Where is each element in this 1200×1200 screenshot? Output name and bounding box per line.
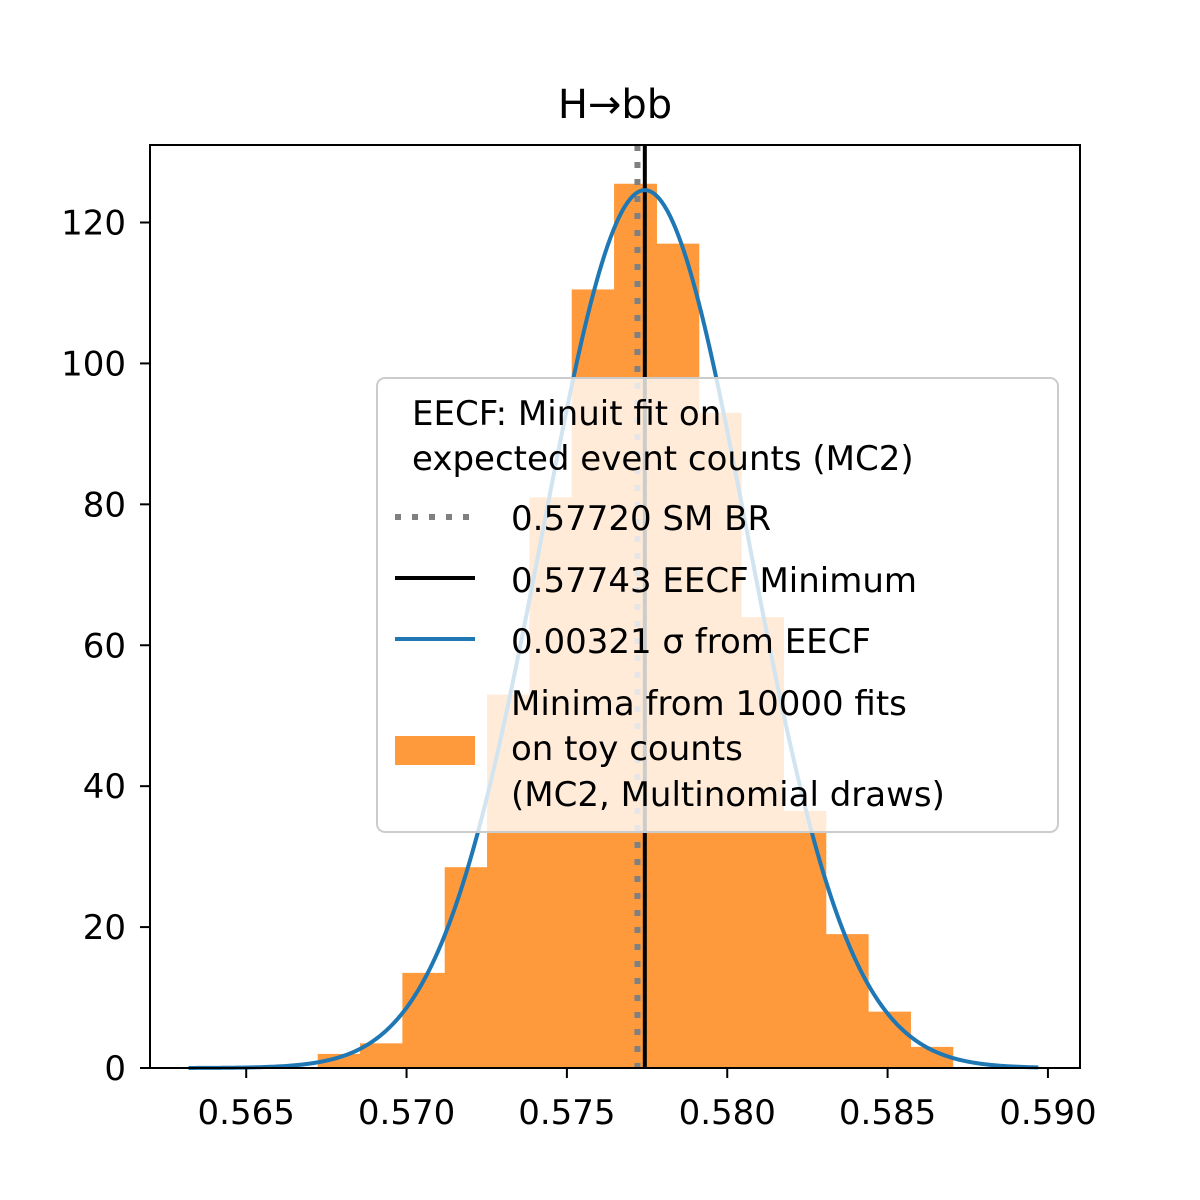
legend-box <box>376 377 1059 833</box>
histogram-bar <box>360 1043 403 1068</box>
legend-minimum-line-label: 0.57743 EECF Minimum <box>511 561 917 601</box>
x-tick-label: 0.570 <box>358 1093 455 1133</box>
plot-frame <box>149 144 1081 1069</box>
chart-title: H→bb <box>558 82 672 128</box>
legend-histogram-label-line-2: on toy counts <box>511 729 743 769</box>
x-tick-label: 0.580 <box>679 1093 776 1133</box>
histogram-bar <box>868 1011 911 1068</box>
histogram-bar <box>910 1046 954 1068</box>
y-axis: 0 20 40 60 80 100 120 <box>61 204 150 1089</box>
legend-title-line-2: expected event counts (MC2) <box>412 439 914 479</box>
x-tick-label: 0.575 <box>518 1093 615 1133</box>
x-tick-label: 0.585 <box>839 1093 936 1133</box>
legend-histogram-swatch <box>395 736 475 765</box>
histogram-bar <box>317 1053 361 1068</box>
legend-sm-line-label: 0.57720 SM BR <box>511 499 771 539</box>
legend-histogram-label-line-3: (MC2, Multinomial draws) <box>511 775 945 815</box>
legend-gaussian-label: 0.00321 σ from EECF <box>511 622 871 662</box>
y-tick-label: 120 <box>61 204 126 244</box>
gaussian-curve <box>188 188 1039 1070</box>
y-tick-label: 40 <box>83 767 126 807</box>
x-axis: 0.565 0.570 0.575 0.580 0.585 0.590 <box>198 1068 1097 1133</box>
x-tick-label: 0.565 <box>198 1093 295 1133</box>
y-tick-label: 60 <box>83 626 126 666</box>
histogram-bar <box>783 810 827 1068</box>
x-tick-label: 0.590 <box>999 1093 1096 1133</box>
y-tick-label: 20 <box>83 908 126 948</box>
histogram-bar <box>825 934 869 1068</box>
y-tick-label: 0 <box>104 1049 126 1089</box>
histogram-bar <box>444 867 488 1068</box>
legend-histogram-label-line-1: Minima from 10000 fits <box>511 684 907 724</box>
legend: EECF: Minuit fit on expected event count… <box>376 377 1059 833</box>
y-tick-label: 80 <box>83 485 126 525</box>
histogram-bar <box>402 972 446 1068</box>
legend-title-line-1: EECF: Minuit fit on <box>412 394 721 434</box>
y-tick-label: 100 <box>61 344 126 384</box>
